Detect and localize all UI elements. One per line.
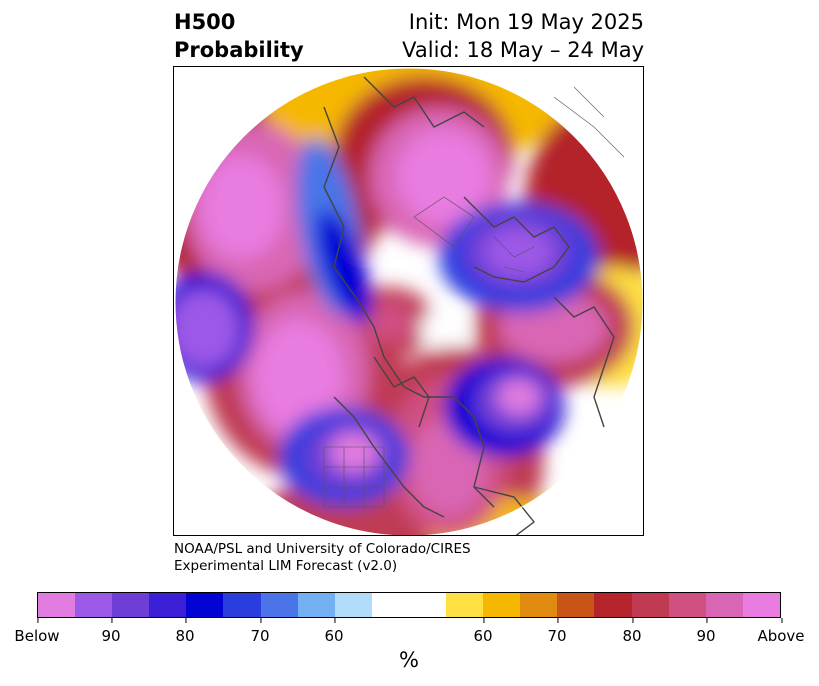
title-line-1: H500 [174,10,236,34]
colorbar-swatch [371,593,409,617]
credit-line-2: Experimental LIM Forecast (v2.0) [174,558,398,574]
init-date: Init: Mon 19 May 2025 [408,10,644,34]
colorbar-swatch [112,593,150,617]
colorbar-swatch [260,593,298,617]
colorbar-tick-label: 80 [622,618,642,645]
credit-text: NOAA/PSL and University of Colorado/CIRE… [174,541,471,575]
colorbar-swatch [334,593,372,617]
colorbar-swatch [297,593,335,617]
colorbar-swatch [557,593,595,617]
colorbar-tick-label: 60 [473,618,493,645]
colorbar-tick-label: 70 [547,618,567,645]
colorbar-swatch [75,593,113,617]
colorbar-swatch [742,593,780,617]
colorbar-swatch [631,593,669,617]
probability-field [175,68,643,535]
coastlines [323,76,615,535]
chart-title: H500 Probability [174,8,304,64]
colorbar-tick-label: Below [14,618,60,645]
colorbar-swatch [408,593,447,617]
colorbar-swatch [705,593,743,617]
colorbar-unit-label: % [399,648,419,672]
forecast-dates: Init: Mon 19 May 2025 Valid: 18 May – 24… [402,8,644,64]
colorbar-swatch [149,593,187,617]
colorbar [37,592,781,618]
colorbar-swatch [668,593,706,617]
political-borders [323,86,625,508]
probability-map [174,67,643,535]
colorbar-tick-label: Above [757,618,805,645]
title-line-2: Probability [174,38,304,62]
colorbar-tick-label: 90 [696,618,716,645]
colorbar-swatch [223,593,261,617]
colorbar-swatch [446,593,484,617]
valid-dates: Valid: 18 May – 24 May [402,38,644,62]
colorbar-swatch [186,593,224,617]
colorbar-tick-label: 80 [175,618,195,645]
credit-line-1: NOAA/PSL and University of Colorado/CIRE… [174,541,471,557]
colorbar-tick-label: 70 [250,618,270,645]
colorbar-swatch [594,593,632,617]
colorbar-swatch [520,593,558,617]
map-panel [173,66,644,536]
colorbar-swatch [38,593,76,617]
colorbar-tick-label: 90 [101,618,121,645]
colorbar-tick-label: 60 [324,618,344,645]
colorbar-swatch [483,593,521,617]
